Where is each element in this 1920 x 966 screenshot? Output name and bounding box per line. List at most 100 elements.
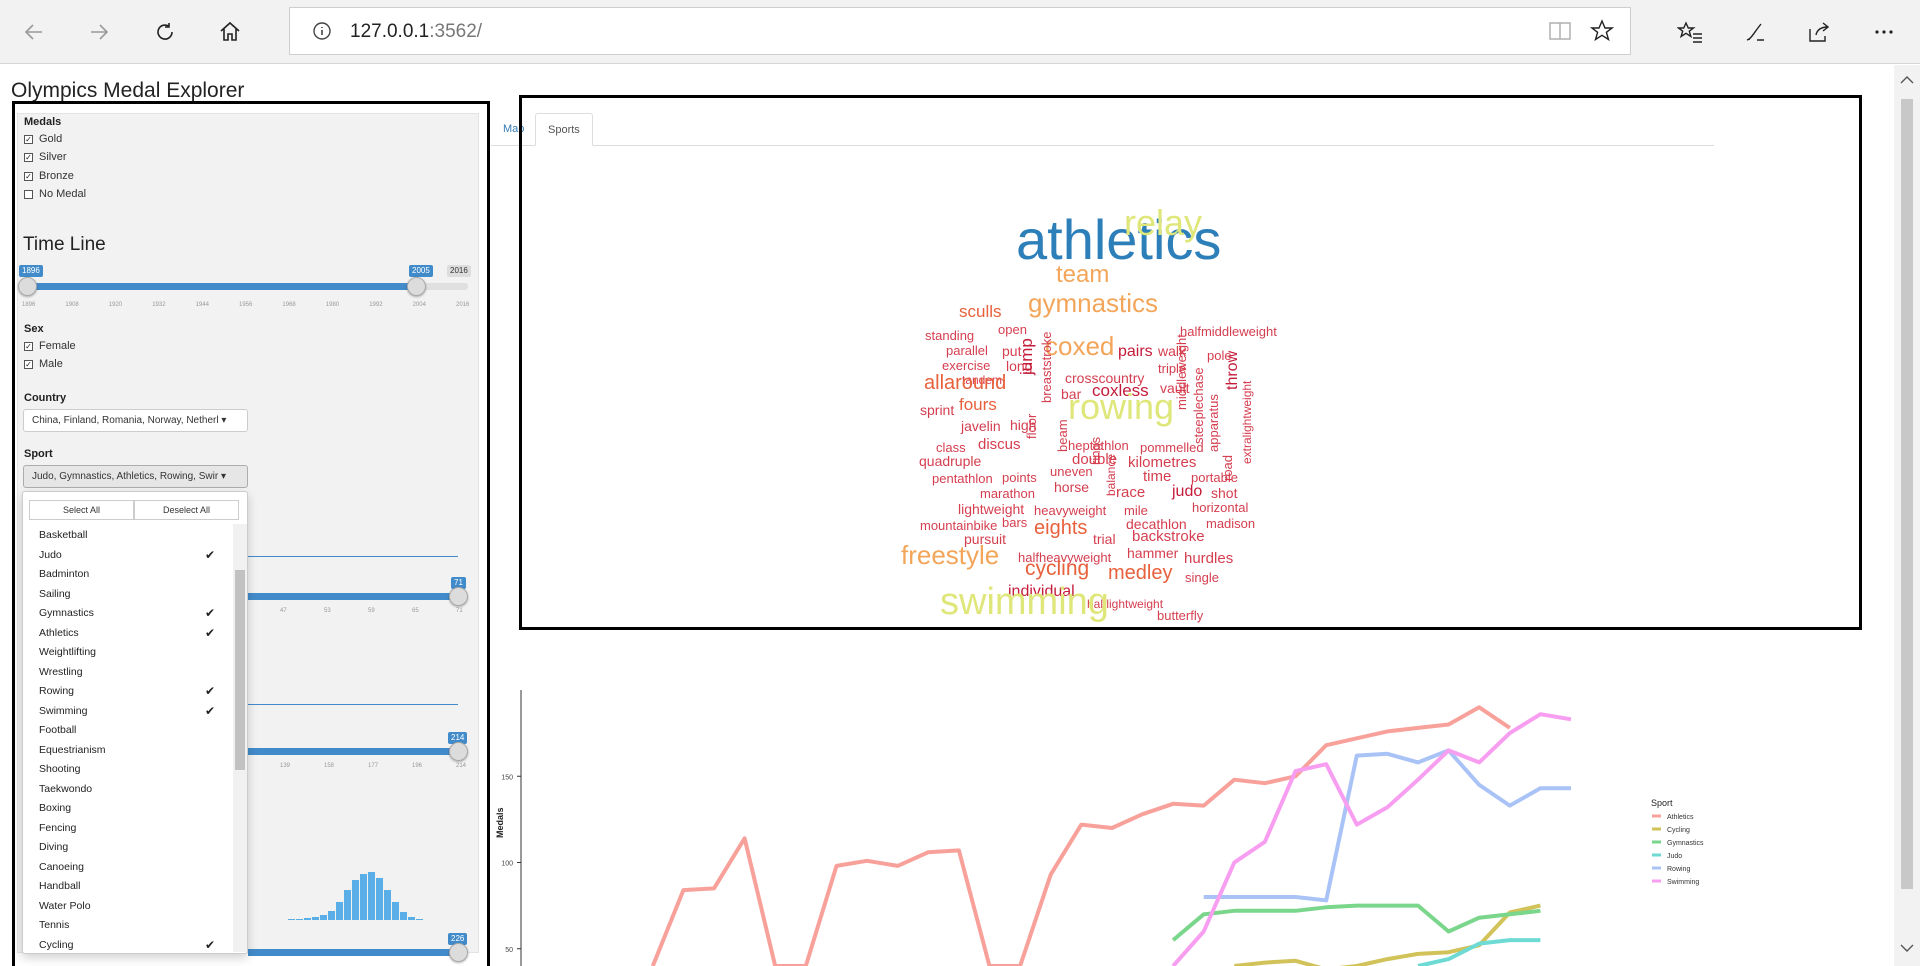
sports-wordcloud: athletics relay team gymnastics sculls open ha… xyxy=(880,180,1300,622)
sport-option[interactable]: Taekwondo xyxy=(23,780,231,799)
slider-3-handle[interactable] xyxy=(449,943,468,962)
wordcloud-word: judo xyxy=(1172,483,1203,501)
sport-option[interactable]: Shooting xyxy=(23,760,231,779)
checkbox-female[interactable]: ✓ Female xyxy=(24,340,76,352)
sport-option[interactable]: Cycling ✔ xyxy=(23,936,231,955)
scroll-down-icon[interactable] xyxy=(1894,933,1920,963)
browser-toolbar: 127.0.0.1:3562/ xyxy=(0,0,1920,64)
wordcloud-word: cycling xyxy=(1025,557,1090,581)
sport-option[interactable]: Badminton xyxy=(23,565,231,584)
sport-option[interactable]: Water Polo xyxy=(23,897,231,916)
sport-option[interactable]: Basketball xyxy=(23,526,231,545)
favorite-star-icon[interactable] xyxy=(1589,19,1615,48)
checkbox-bronze[interactable]: ✓ Bronze xyxy=(24,170,74,182)
wordcloud-word: swimming xyxy=(940,580,1109,623)
wordcloud-word: backstroke xyxy=(1132,528,1205,546)
page-scrollbar[interactable] xyxy=(1894,65,1920,966)
share-icon[interactable] xyxy=(1801,14,1837,50)
timeline-tick-label: 1920 xyxy=(108,302,123,308)
checkbox-female-box[interactable]: ✓ xyxy=(24,341,33,351)
wordcloud-word: breaststroke xyxy=(1039,331,1054,403)
histogram-bar xyxy=(336,902,343,920)
slider-tick-label: 59 xyxy=(368,608,375,614)
checkbox-silver[interactable]: ✓ Silver xyxy=(24,151,67,163)
deselect-all-button[interactable]: Deselect All xyxy=(134,500,239,520)
select-all-button[interactable]: Select All xyxy=(29,500,134,520)
checkbox-no-medal[interactable]: No Medal xyxy=(24,188,86,200)
sport-option[interactable]: Swimming ✔ xyxy=(23,702,231,721)
timeline-tick-label: 2016 xyxy=(456,302,470,308)
sport-option-label: Gymnastics xyxy=(39,607,94,619)
checkbox-gold-box[interactable]: ✓ xyxy=(24,134,33,144)
wordcloud-word: fours xyxy=(959,394,997,414)
sport-option[interactable]: Rowing ✔ xyxy=(23,682,231,701)
wordcloud-word: middleweight xyxy=(1174,334,1189,410)
sport-dropdown-menu: Select All Deselect All Basketball Judo ✔ B… xyxy=(22,491,248,954)
checkbox-bronze-box[interactable]: ✓ xyxy=(24,171,33,181)
checkbox-bronze-label: Bronze xyxy=(39,170,74,182)
histogram-bar xyxy=(320,915,327,920)
favorites-list-icon[interactable] xyxy=(1672,14,1708,50)
wordcloud-word: race xyxy=(1116,484,1146,502)
sport-option[interactable]: Weightlifting xyxy=(23,643,231,662)
back-icon[interactable] xyxy=(16,14,52,50)
sport-option-label: Football xyxy=(39,724,77,736)
sport-option[interactable]: Tennis xyxy=(23,916,231,935)
wordcloud-word: individual xyxy=(1008,583,1075,601)
menu-scroll-thumb[interactable] xyxy=(235,570,245,770)
checkbox-gold[interactable]: ✓ Gold xyxy=(24,133,62,145)
slider-tick-label: 177 xyxy=(368,763,379,769)
wordcloud-word: floor xyxy=(1024,413,1039,439)
checkbox-male-box[interactable]: ✓ xyxy=(24,359,33,369)
slider-3-tag: 226 xyxy=(448,933,468,945)
sport-option[interactable]: Wrestling xyxy=(23,663,231,682)
sport-option[interactable]: Judo ✔ xyxy=(23,546,231,565)
wordcloud-word: rings xyxy=(1088,436,1103,465)
pen-icon[interactable] xyxy=(1737,14,1773,50)
reading-view-icon[interactable] xyxy=(1548,19,1572,48)
sport-option[interactable]: Canoeing xyxy=(23,858,231,877)
forward-icon[interactable] xyxy=(81,14,117,50)
scroll-up-icon[interactable] xyxy=(1894,65,1920,95)
sport-select[interactable]: Judo, Gymnastics, Athletics, Rowing, Swi… xyxy=(23,465,248,488)
slider-2-tag: 214 xyxy=(448,732,468,744)
medals-label: Medals xyxy=(24,116,62,128)
sport-option[interactable]: Boxing xyxy=(23,799,231,818)
menu-scrollbar[interactable] xyxy=(233,524,247,952)
histogram-bar xyxy=(392,902,399,920)
address-bar[interactable]: 127.0.0.1:3562/ xyxy=(289,7,1631,55)
wordcloud-word: halfmiddleweight xyxy=(1180,323,1277,339)
checkbox-no-medal-box[interactable] xyxy=(24,189,33,199)
slider-1-handle[interactable] xyxy=(449,587,468,606)
timeline-from-handle[interactable] xyxy=(18,277,37,296)
checkbox-male[interactable]: ✓ Male xyxy=(24,358,63,370)
tab-sports[interactable]: Sports xyxy=(535,113,593,146)
refresh-icon[interactable] xyxy=(147,14,183,50)
sport-option-label: Weightlifting xyxy=(39,646,97,658)
sport-option[interactable]: Gymnastics ✔ xyxy=(23,604,231,623)
sport-option-label: Handball xyxy=(39,880,81,892)
checkbox-silver-box[interactable]: ✓ xyxy=(24,152,33,162)
info-icon[interactable] xyxy=(312,21,332,46)
country-select[interactable]: China, Finland, Romania, Norway, Netherl… xyxy=(23,409,248,432)
page-scroll-thumb[interactable] xyxy=(1901,99,1913,889)
sport-option[interactable]: Fencing xyxy=(23,819,231,838)
sport-option[interactable]: Equestrianism xyxy=(23,741,231,760)
timeline-tick-label: 1896 xyxy=(22,302,36,308)
sport-option[interactable]: Football xyxy=(23,721,231,740)
wordcloud-word: bar xyxy=(1061,386,1082,403)
sport-option[interactable]: Diving xyxy=(23,838,231,857)
sport-option[interactable]: Athletics ✔ xyxy=(23,624,231,643)
slider-2-handle[interactable] xyxy=(449,742,468,761)
wordcloud-word: horse xyxy=(1054,479,1090,496)
sport-option[interactable]: Handball xyxy=(23,877,231,896)
slider-2-fill xyxy=(248,748,458,755)
home-icon[interactable] xyxy=(212,14,248,50)
sport-option-label: Athletics xyxy=(39,626,79,639)
wordcloud-word: halflightweight xyxy=(1087,596,1164,611)
slider-tick-label: 65 xyxy=(412,608,419,614)
sport-option[interactable]: Sailing xyxy=(23,585,231,604)
more-icon[interactable] xyxy=(1866,14,1902,50)
tab-bar: Map Sports xyxy=(491,113,1714,146)
timeline-to-handle[interactable] xyxy=(407,277,426,296)
